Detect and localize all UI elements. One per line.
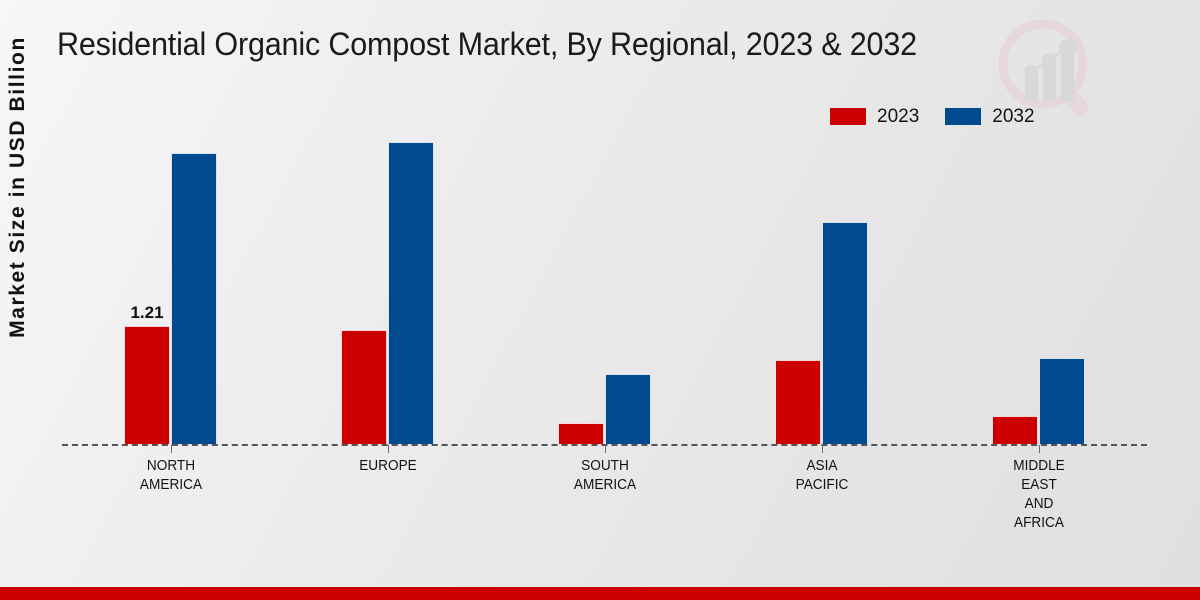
bar-value-label: 1.21 xyxy=(130,302,164,322)
footer-accent-bar xyxy=(0,587,1200,600)
legend-swatch-2032-icon xyxy=(945,107,982,125)
bar-2032[interactable] xyxy=(388,141,434,445)
category-label-line: ASIA xyxy=(805,458,838,474)
bar-group xyxy=(505,120,705,445)
category-label-line: AFRICA xyxy=(1013,515,1064,531)
bar-group xyxy=(722,120,922,445)
legend-item-2032[interactable]: 2032 xyxy=(945,105,1035,127)
x-axis-category-label: EUROPE xyxy=(294,457,482,476)
bar-pair xyxy=(288,120,488,445)
x-axis-tick xyxy=(1038,445,1040,453)
plot-area: 1.21 xyxy=(62,120,1147,445)
bar-2023[interactable]: 1.21 xyxy=(124,303,170,445)
category-label-line: NORTH xyxy=(146,458,195,474)
bar-2032[interactable] xyxy=(171,152,217,445)
bar-2032[interactable] xyxy=(1039,358,1085,445)
bar-group xyxy=(939,120,1139,445)
bar-2023[interactable] xyxy=(341,329,387,445)
y-axis-title: Market Size in USD Billion xyxy=(6,36,29,338)
bar-2023[interactable] xyxy=(992,416,1038,445)
x-axis-category-label: NORTH AMERICA xyxy=(77,457,265,495)
legend-label-2023: 2023 xyxy=(877,105,920,127)
chart-legend: 2023 2032 xyxy=(830,104,1035,128)
category-label-line: AND xyxy=(1024,496,1053,512)
x-axis-tick xyxy=(604,445,606,453)
legend-label-2032: 2032 xyxy=(992,105,1035,127)
bar-pair xyxy=(939,120,1139,445)
category-label-line: EAST xyxy=(1020,477,1057,493)
x-axis-tick xyxy=(387,445,389,453)
x-axis-tick xyxy=(821,445,823,453)
x-axis-category-label: SOUTH AMERICA xyxy=(511,457,699,495)
bar-group xyxy=(288,120,488,445)
x-axis-category-label: MIDDLE EAST AND AFRICA xyxy=(945,457,1133,533)
legend-swatch-2023-icon xyxy=(830,107,866,125)
bar-2032[interactable] xyxy=(605,374,651,445)
page-title: Residential Organic Compost Market, By R… xyxy=(57,26,917,62)
category-label-line: MIDDLE xyxy=(1012,458,1065,474)
category-label-line: PACIFIC xyxy=(795,477,848,493)
x-axis-tick xyxy=(170,445,172,453)
x-axis-category-label: ASIA PACIFIC xyxy=(728,457,916,495)
bar-pair xyxy=(505,120,705,445)
bar-pair: 1.21 xyxy=(71,120,271,445)
legend-item-2023[interactable]: 2023 xyxy=(830,107,919,126)
category-label-line: EUROPE xyxy=(358,458,417,474)
category-label-line: SOUTH xyxy=(580,458,629,474)
bar-2023[interactable] xyxy=(558,423,604,445)
bar-group: 1.21 xyxy=(71,120,271,445)
bar-2023[interactable] xyxy=(775,360,821,445)
bar-pair xyxy=(722,120,922,445)
category-label-line: AMERICA xyxy=(573,477,636,493)
bar-2032[interactable] xyxy=(822,222,868,445)
category-label-line: AMERICA xyxy=(139,477,202,493)
